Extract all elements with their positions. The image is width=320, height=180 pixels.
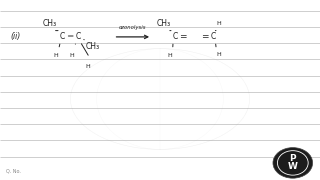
Text: Q. No.: Q. No.: [6, 168, 21, 174]
Text: CH₃: CH₃: [43, 19, 57, 28]
Text: C: C: [76, 31, 81, 40]
Text: H: H: [167, 53, 172, 58]
Text: =: =: [179, 32, 187, 41]
Text: P: P: [290, 154, 296, 163]
Text: W: W: [288, 162, 298, 171]
Text: (ii): (ii): [11, 31, 21, 40]
Text: H: H: [54, 53, 58, 58]
Text: H: H: [217, 21, 221, 26]
Text: H: H: [70, 53, 74, 58]
Text: CH₃: CH₃: [86, 42, 100, 51]
Text: =: =: [201, 32, 209, 41]
Ellipse shape: [273, 148, 313, 178]
Text: H: H: [217, 51, 221, 57]
Text: H: H: [86, 64, 90, 69]
Text: C: C: [173, 31, 178, 40]
Text: CH₃: CH₃: [156, 19, 170, 28]
Text: C: C: [60, 31, 65, 40]
Text: ozonolysis: ozonolysis: [119, 25, 147, 30]
Text: C: C: [210, 31, 215, 40]
